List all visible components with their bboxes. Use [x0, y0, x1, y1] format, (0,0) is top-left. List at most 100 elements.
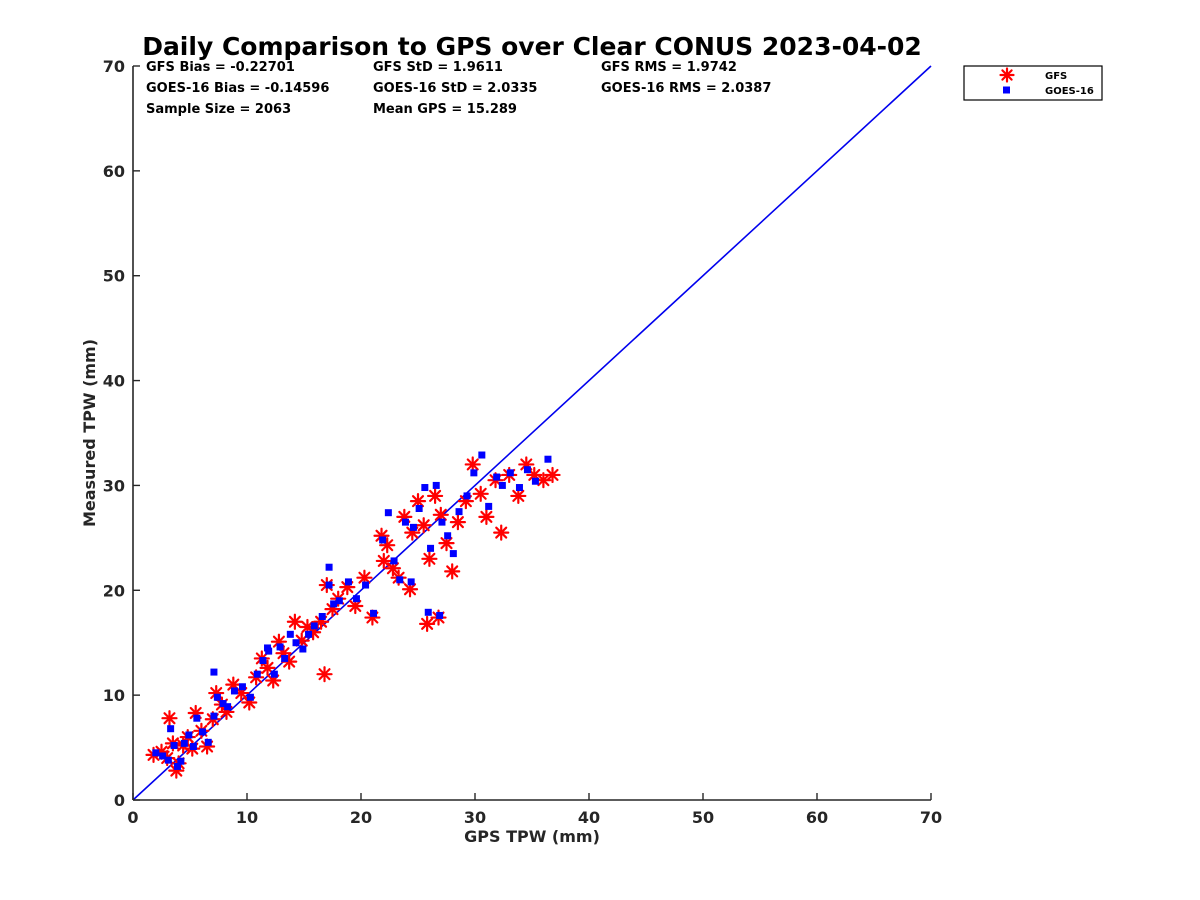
gfs-point: [493, 524, 510, 541]
gfs-point: [259, 659, 276, 676]
goes16-point: [493, 473, 501, 481]
goes16-point: [213, 693, 221, 701]
legend-goes16-label: GOES-16: [1045, 86, 1094, 97]
goes16-point: [292, 639, 300, 647]
goes16-point: [224, 703, 232, 711]
goes16-point: [170, 741, 178, 749]
goes16-point: [335, 597, 343, 605]
gfs-point: [421, 550, 438, 567]
goes16-point: [318, 613, 326, 620]
stat-sample-size: Sample Size = 2063: [146, 102, 291, 117]
chart-title: Daily Comparison to GPS over Clear CONUS…: [142, 32, 922, 61]
goes16-point: [310, 622, 318, 630]
x-axis-label: GPS TPW (mm): [464, 827, 600, 846]
y-tick-label: 0: [114, 791, 125, 810]
gfs-point: [427, 487, 444, 505]
goes16-point: [210, 668, 218, 676]
goes16-point: [199, 728, 207, 736]
stat-gfs-rms: GFS RMS = 1.9742: [601, 60, 737, 75]
goes16-point: [390, 557, 398, 565]
one-to-one-line: [132, 65, 932, 801]
goes16-point: [177, 757, 185, 765]
goes16-point: [421, 484, 429, 492]
gfs-point: [449, 514, 466, 531]
x-tick-label: 50: [692, 808, 714, 827]
stat-goes16-bias: GOES-16 Bias = -0.14596: [146, 81, 329, 96]
y-tick-label: 40: [103, 372, 125, 391]
gfs-point: [379, 537, 396, 554]
goes16-point: [455, 508, 463, 516]
gfs-point: [375, 552, 392, 570]
goes16-point: [407, 578, 415, 586]
goes16-point: [286, 630, 294, 638]
plot-area: [132, 65, 932, 801]
goes16-point: [325, 563, 333, 571]
gfs-point: [313, 613, 330, 630]
goes16-point: [352, 595, 360, 603]
gfs-point: [472, 485, 489, 502]
goes16-point: [152, 749, 160, 757]
goes16-point: [449, 550, 457, 558]
goes16-point: [193, 714, 201, 722]
axes: 0 10 20 30 40 50 60 70 0 10 20 30 40 50 60 70: [103, 57, 942, 827]
goes16-point: [470, 469, 478, 477]
y-tick-label: 10: [103, 686, 125, 705]
gfs-point: [208, 684, 225, 702]
goes16-point: [379, 536, 387, 544]
goes16-point: [463, 492, 471, 500]
goes16-point: [344, 578, 352, 586]
goes16-point: [415, 504, 423, 512]
gfs-point: [286, 613, 303, 630]
goes16-point: [506, 469, 514, 477]
goes16-point: [427, 544, 435, 552]
stat-gfs-std: GFS StD = 1.9611: [373, 60, 503, 75]
legend-goes16-marker: [1003, 86, 1010, 94]
y-tick-label: 50: [103, 267, 125, 286]
gfs-point: [464, 456, 481, 473]
goes16-point: [362, 581, 370, 589]
x-tick-label: 30: [464, 808, 486, 827]
y-axis-label: Measured TPW (mm): [80, 339, 99, 527]
gfs-point: [544, 466, 561, 484]
gfs-point: [409, 493, 427, 510]
goes16-point: [264, 644, 272, 652]
y-tick-label: 60: [103, 162, 125, 181]
x-tick-label: 20: [350, 808, 372, 827]
legend-gfs-label: GFS: [1045, 71, 1067, 82]
y-tick-label: 20: [103, 581, 125, 600]
goes16-point: [204, 738, 212, 746]
stat-mean-gps: Mean GPS = 15.289: [373, 102, 517, 117]
goes16-point: [276, 643, 284, 651]
x-tick-label: 10: [236, 808, 258, 827]
goes16-point: [159, 752, 167, 760]
gfs-point: [161, 710, 178, 727]
goes16-point: [436, 611, 444, 619]
goes16-point: [325, 581, 333, 589]
goes16-point: [384, 509, 392, 517]
legend-gfs-star: [999, 67, 1015, 83]
goes16-point: [246, 693, 254, 701]
goes16-point: [370, 609, 378, 617]
goes16-point: [259, 657, 267, 665]
goes16-point: [523, 466, 531, 474]
goes16-point: [531, 477, 539, 485]
gfs-point: [415, 517, 432, 534]
legend: GFS GOES-16: [963, 65, 1103, 101]
gfs-point: [510, 487, 527, 505]
x-tick-label: 70: [920, 808, 942, 827]
goes16-point: [281, 654, 289, 662]
goes16-point: [305, 630, 313, 638]
goes16-point: [270, 670, 278, 678]
goes16-point: [253, 670, 261, 678]
stat-goes16-std: GOES-16 StD = 2.0335: [373, 81, 537, 96]
x-tick-label: 60: [806, 808, 828, 827]
goes16-point: [478, 451, 486, 459]
goes16-point: [230, 687, 238, 695]
goes16-point: [173, 762, 181, 770]
gfs-point: [478, 508, 495, 525]
legend-box: [963, 65, 1103, 101]
x-tick-label: 0: [127, 808, 138, 827]
stat-gfs-bias: GFS Bias = -0.22701: [146, 60, 295, 75]
goes16-point: [185, 731, 193, 739]
gfs-point: [419, 615, 436, 632]
